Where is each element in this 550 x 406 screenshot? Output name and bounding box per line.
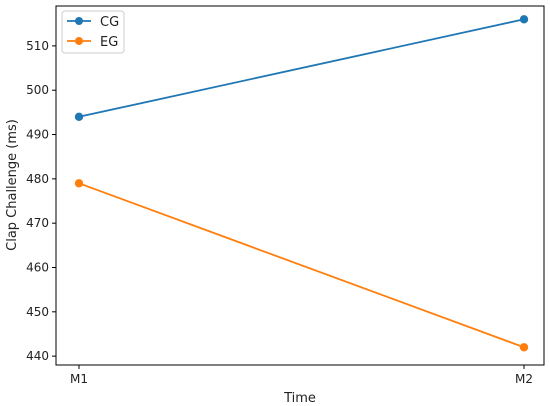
series-layer bbox=[74, 15, 529, 352]
legend-entry-eg: EG bbox=[67, 35, 118, 50]
series-line-eg bbox=[78, 182, 525, 349]
y-tick-label: 490 bbox=[26, 128, 49, 142]
y-tick-label: 470 bbox=[26, 216, 49, 230]
legend-marker-cg bbox=[75, 17, 83, 25]
series-line-cg bbox=[78, 18, 525, 118]
legend-label-eg: EG bbox=[100, 35, 118, 50]
legend-label-cg: CG bbox=[100, 15, 119, 30]
y-tick-label: 480 bbox=[26, 172, 49, 186]
plot-frame bbox=[55, 5, 545, 366]
y-axis-label: Clap Challenge (ms) bbox=[5, 119, 20, 251]
y-tick-label: 450 bbox=[26, 305, 49, 319]
y-tick-label: 460 bbox=[26, 260, 49, 274]
data-point-eg bbox=[74, 179, 84, 188]
x-tick-label: M2 bbox=[515, 372, 533, 386]
data-point-cg bbox=[74, 112, 84, 122]
legend-entry-cg: CG bbox=[67, 15, 119, 30]
x-tick-label: M1 bbox=[70, 372, 88, 386]
data-point-eg bbox=[519, 343, 529, 352]
y-tick-label: 510 bbox=[26, 39, 49, 53]
y-axis-ticks: 440 450 460 470 480 490 500 510 bbox=[26, 39, 56, 363]
legend-marker-eg bbox=[75, 37, 83, 45]
y-tick-label: 440 bbox=[26, 349, 49, 363]
plot-background bbox=[56, 6, 544, 365]
y-tick-label: 500 bbox=[26, 83, 49, 97]
legend: CG EG bbox=[61, 10, 125, 54]
data-point-cg bbox=[519, 15, 529, 24]
x-axis-label: Time bbox=[283, 391, 316, 406]
x-axis-ticks: M1 M2 bbox=[70, 365, 533, 386]
